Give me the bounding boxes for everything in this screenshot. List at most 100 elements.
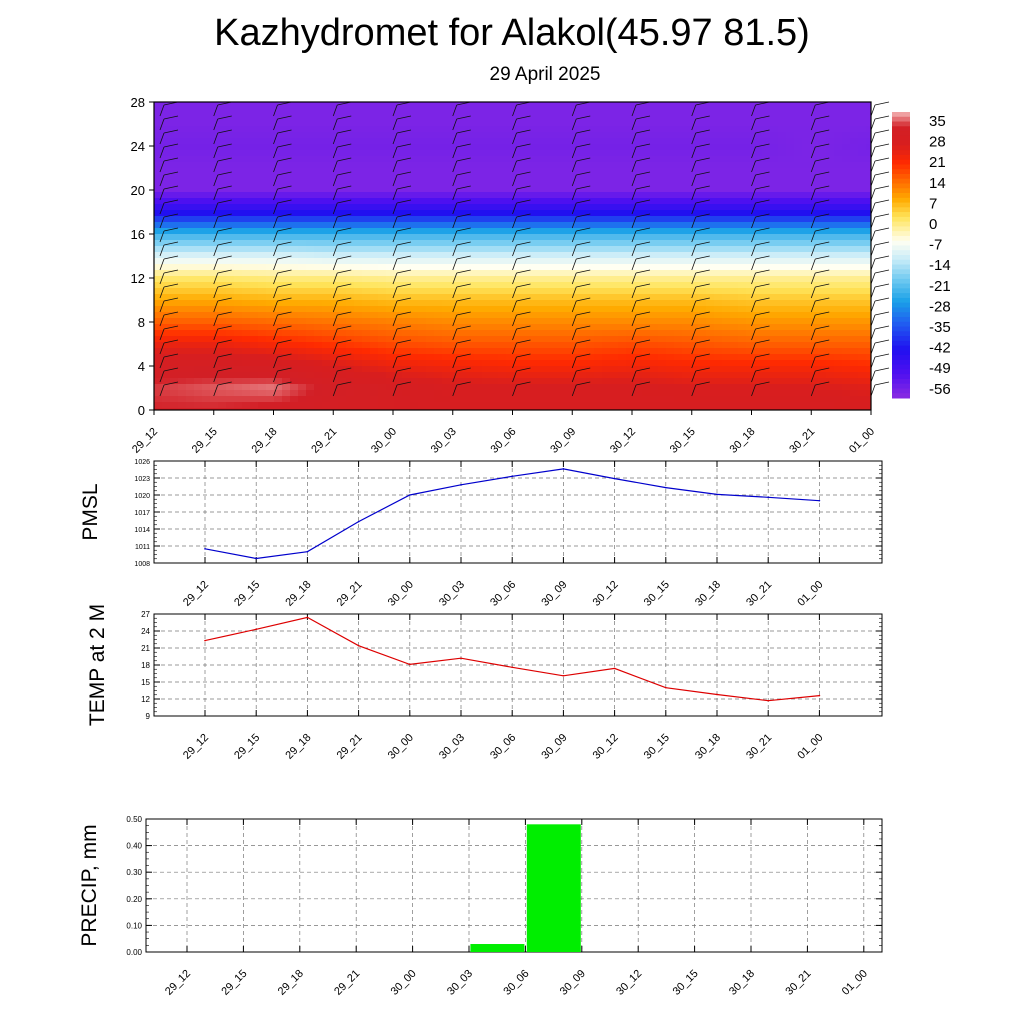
heatmap-cell xyxy=(514,384,523,391)
wind-barb xyxy=(392,356,398,369)
heatmap-cell xyxy=(658,324,667,331)
heatmap-cell xyxy=(210,240,219,247)
heatmap-cell xyxy=(850,366,859,373)
heatmap-cell xyxy=(530,336,539,343)
heatmap-cell xyxy=(546,312,555,319)
heatmap-cell xyxy=(634,336,643,343)
heatmap-cell xyxy=(618,234,627,241)
heatmap-cell xyxy=(770,174,779,181)
heatmap-cell xyxy=(386,312,395,319)
heatmap-cell xyxy=(698,312,707,319)
heatmap-cell xyxy=(786,168,795,175)
heatmap-cell xyxy=(402,342,411,349)
wind-barb xyxy=(392,146,398,159)
heatmap-cell xyxy=(842,222,851,229)
heatmap-cell xyxy=(650,150,659,157)
wind-barb xyxy=(273,230,278,243)
heatmap-cell xyxy=(250,132,259,139)
heatmap-cell xyxy=(194,216,203,223)
heatmap-cell xyxy=(322,252,331,259)
heatmap-cell xyxy=(202,300,211,307)
heatmap-cell xyxy=(866,288,871,295)
heatmap-cell xyxy=(802,366,811,373)
heatmap-cell xyxy=(170,102,179,109)
heatmap-cell xyxy=(154,396,163,403)
heatmap-cell xyxy=(314,318,323,325)
wind-barb xyxy=(512,216,517,229)
heatmap-cell xyxy=(698,120,707,127)
wind-barb-flag xyxy=(396,381,412,386)
heatmap-cell xyxy=(514,156,523,163)
heatmap-cell xyxy=(562,342,571,349)
heatmap-cell xyxy=(290,258,299,265)
heatmap-cell xyxy=(458,126,467,133)
heatmap-cell xyxy=(442,126,451,133)
heatmap-cell xyxy=(354,354,363,361)
heatmap-cell xyxy=(258,372,267,379)
heatmap-cell xyxy=(858,120,867,127)
wind-barb-flag xyxy=(516,367,531,372)
heatmap-cell xyxy=(418,336,427,343)
heatmap-cell xyxy=(570,378,579,385)
heatmap-cell xyxy=(530,288,539,295)
heatmap-cell xyxy=(530,222,539,229)
heatmap-cell xyxy=(690,192,699,199)
heatmap-cell xyxy=(786,312,795,319)
heatmap-cell xyxy=(658,204,667,211)
heatmap-cell xyxy=(618,282,627,289)
heatmap-cell xyxy=(658,168,667,175)
wind-barb xyxy=(159,314,165,327)
heatmap-cell xyxy=(322,138,331,145)
heatmap-cell xyxy=(266,318,275,325)
heatmap-cell xyxy=(362,210,371,217)
heatmap-cell xyxy=(458,258,467,265)
heatmap-cell xyxy=(370,246,379,253)
heatmap-cell xyxy=(290,186,299,193)
heatmap-cell xyxy=(554,402,563,409)
heatmap-cell xyxy=(554,312,563,319)
heatmap-cell xyxy=(650,108,659,115)
heatmap-cell xyxy=(730,108,739,115)
heatmap-cell xyxy=(474,204,483,211)
heatmap-cell xyxy=(202,108,211,115)
heatmap-cell xyxy=(426,390,435,397)
heatmap-cell xyxy=(538,234,547,241)
heatmap-cell xyxy=(826,132,835,139)
heatmap-cell xyxy=(178,354,187,361)
heatmap-cell xyxy=(290,126,299,133)
heatmap-cell xyxy=(202,366,211,373)
heatmap-cell xyxy=(346,204,355,211)
heatmap-cell xyxy=(850,114,859,121)
heatmap-cell xyxy=(314,156,323,163)
heatmap-cell xyxy=(410,348,419,355)
heatmap-cell xyxy=(242,396,251,403)
wind-barb-flag xyxy=(516,311,531,316)
heatmap-cell xyxy=(434,348,443,355)
wind-barb xyxy=(332,216,338,229)
heatmap-cell xyxy=(858,258,867,265)
heatmap-cell xyxy=(690,312,699,319)
heatmap-cell xyxy=(474,348,483,355)
heatmap-cell xyxy=(810,366,819,373)
heatmap-cell xyxy=(634,174,643,181)
heatmap-cell xyxy=(162,396,171,403)
heatmap-cell xyxy=(674,192,683,199)
heatmap-cell xyxy=(794,318,803,325)
heatmap-cell xyxy=(538,294,547,301)
heatmap-cell xyxy=(658,102,667,109)
heatmap-cell xyxy=(426,132,435,139)
heatmap-cell xyxy=(314,252,323,259)
heatmap-cell xyxy=(690,270,699,277)
heatmap-cell xyxy=(778,252,787,259)
heatmap-cell xyxy=(154,354,163,361)
wind-barb xyxy=(273,146,278,159)
heatmap-cell xyxy=(562,222,571,229)
heatmap-cell xyxy=(850,264,859,271)
heatmap-cell xyxy=(658,264,667,271)
heatmap-cell xyxy=(714,408,723,410)
heatmap-cell xyxy=(378,126,387,133)
heatmap-cell xyxy=(426,288,435,295)
heatmap-cell xyxy=(602,252,611,259)
heatmap-cell xyxy=(370,150,379,157)
heatmap-cell xyxy=(682,336,691,343)
